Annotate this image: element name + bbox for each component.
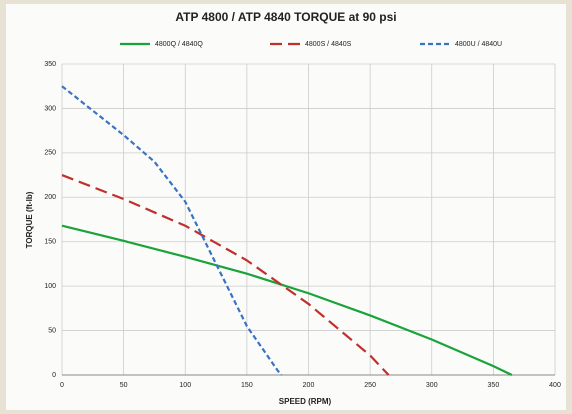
y-tick-label: 50 xyxy=(48,327,56,334)
x-tick-label: 350 xyxy=(488,382,500,389)
y-tick-label: 100 xyxy=(44,283,56,290)
x-tick-label: 400 xyxy=(549,382,561,389)
y-tick-label: 250 xyxy=(44,150,56,157)
x-tick-label: 200 xyxy=(303,382,315,389)
y-tick-label: 0 xyxy=(52,372,56,379)
legend-label: 4800U / 4840U xyxy=(455,41,502,48)
series-line xyxy=(61,174,390,376)
y-axis-label: TORQUE (ft-lb) xyxy=(25,191,34,248)
legend-label: 4800Q / 4840Q xyxy=(155,41,203,48)
y-tick-label: 200 xyxy=(44,194,56,201)
series-line xyxy=(61,85,283,376)
y-tick-label: 150 xyxy=(44,239,56,246)
x-tick-label: 250 xyxy=(364,382,376,389)
x-tick-label: 50 xyxy=(120,382,128,389)
x-tick-label: 0 xyxy=(60,382,64,389)
x-axis-label: SPEED (RPM) xyxy=(279,397,332,406)
chart-panel xyxy=(6,4,566,410)
legend-label: 4800S / 4840S xyxy=(305,41,352,48)
x-tick-label: 150 xyxy=(241,382,253,389)
series-line xyxy=(61,224,513,376)
x-tick-label: 100 xyxy=(179,382,191,389)
y-tick-label: 350 xyxy=(44,61,56,68)
chart-title: ATP 4800 / ATP 4840 TORQUE at 90 psi xyxy=(175,10,396,24)
y-tick-label: 300 xyxy=(44,105,56,112)
x-tick-label: 300 xyxy=(426,382,438,389)
